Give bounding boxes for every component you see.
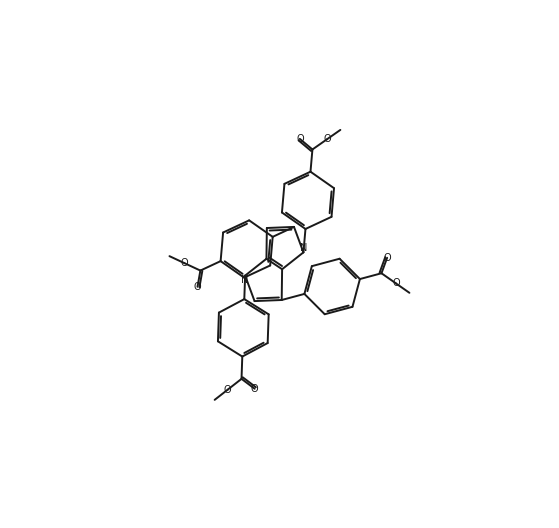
Text: N: N (241, 275, 249, 285)
Text: O: O (194, 282, 201, 292)
Text: O: O (251, 384, 258, 394)
Text: N: N (300, 243, 307, 253)
Text: O: O (392, 278, 400, 288)
Text: O: O (323, 134, 331, 144)
Text: O: O (296, 134, 304, 144)
Text: O: O (383, 253, 391, 263)
Text: O: O (181, 258, 188, 268)
Text: O: O (224, 385, 231, 395)
